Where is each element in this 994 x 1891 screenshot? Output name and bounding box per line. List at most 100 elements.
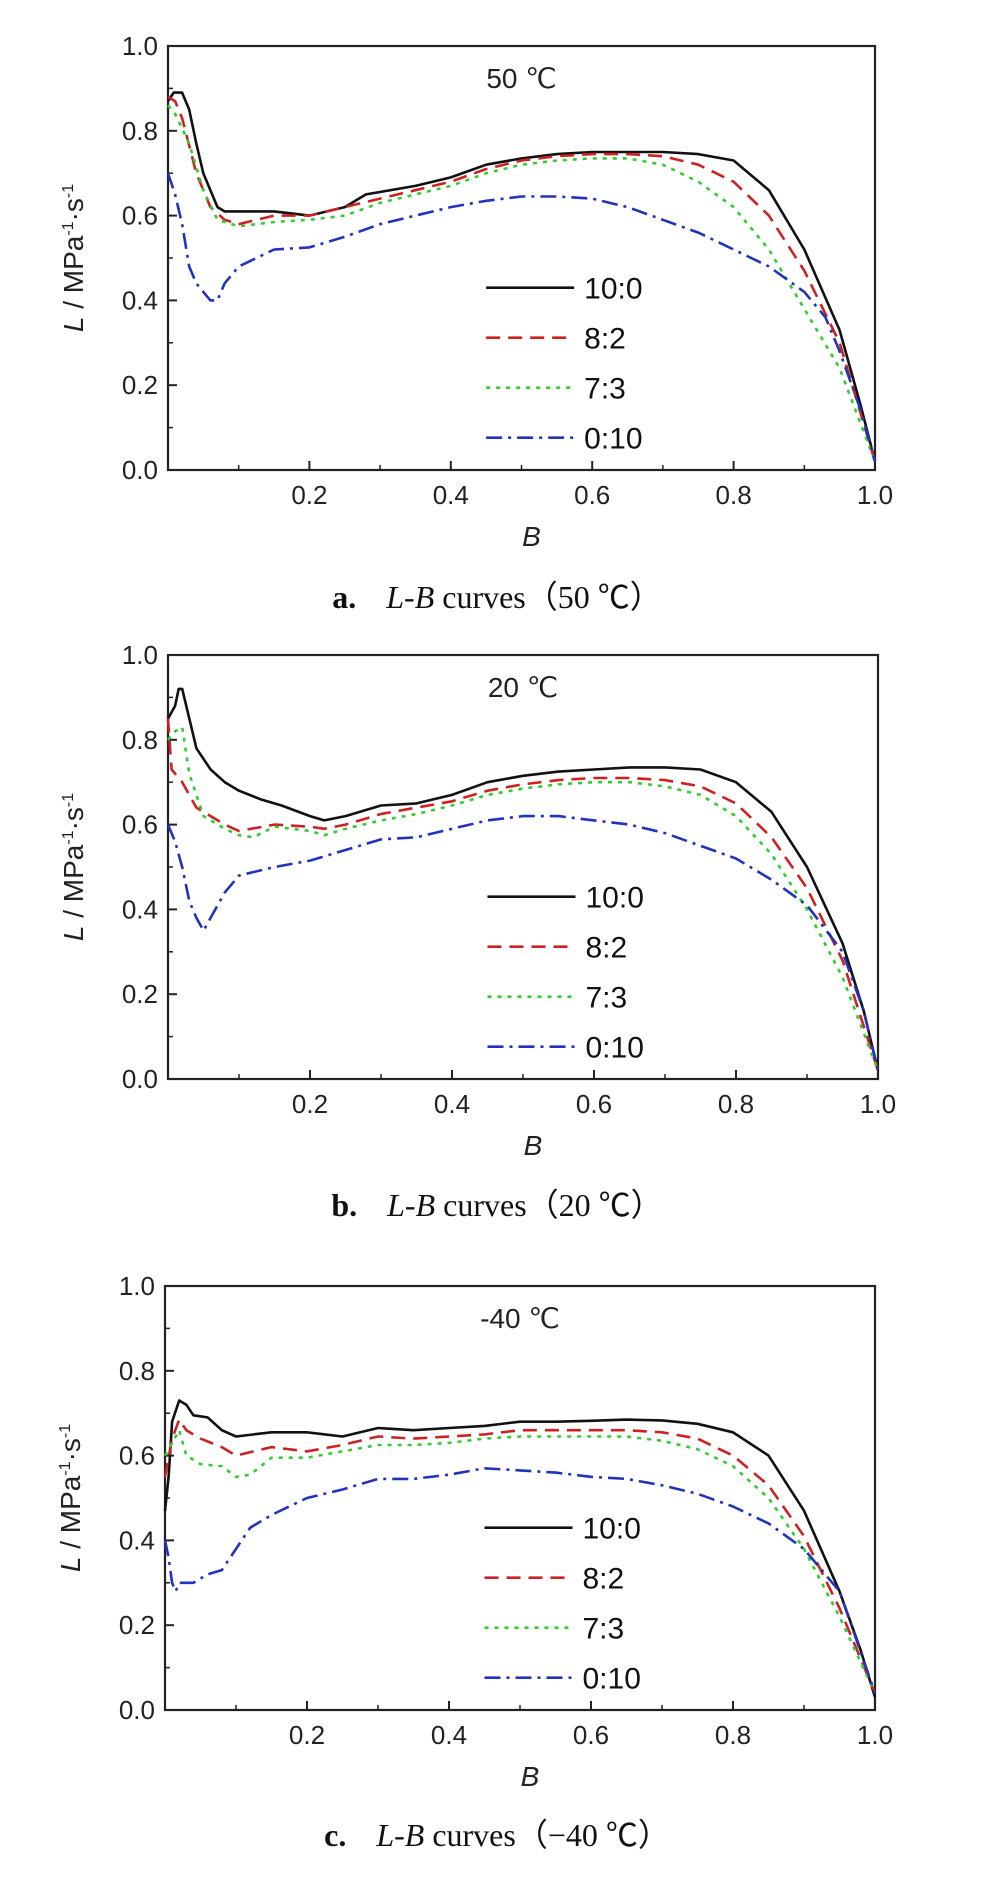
legend-label: 10:0 (586, 882, 644, 915)
x-tick-label: 0.8 (718, 1089, 754, 1119)
y-tick-label: 0.6 (122, 810, 158, 840)
y-tick-label: 1.0 (122, 640, 158, 670)
y-axis-unit: / MPa (58, 844, 89, 925)
y-axis-exponent: -1 (60, 184, 77, 198)
y-axis-exponent: -1 (57, 1424, 74, 1438)
caption-prefix: L-B (376, 1817, 425, 1853)
x-tick-label: 0.6 (573, 1720, 609, 1750)
y-axis-label: L / MPa-1·s-1 (55, 1424, 86, 1572)
x-tick-label: 1.0 (857, 480, 893, 510)
y-axis-unit-s: ·s (58, 198, 89, 221)
y-tick-label: 0.4 (119, 1525, 155, 1555)
legend-label: 0:10 (584, 423, 642, 456)
series-line (167, 95, 877, 462)
y-tick-label: 0.0 (122, 1064, 158, 1094)
caption-letter: a. (332, 579, 357, 615)
series-line (167, 104, 877, 462)
caption-letter: c. (324, 1817, 347, 1853)
caption-prefix: L-B (386, 579, 435, 615)
series-line (166, 814, 880, 1071)
legend-label: 7:3 (586, 982, 628, 1015)
chart-panel: 0.0 0.2 0.4 0.6 0.8 1.0 0.2 0.4 0.6 0.8 1.0 B L / MP… (55, 1271, 893, 1792)
y-tick-label: 1.0 (122, 31, 158, 61)
series-line (166, 172, 877, 462)
plot-frame (166, 653, 880, 1081)
legend-label: 8:2 (584, 323, 626, 356)
temperature-annotation: 20 ℃ (488, 672, 558, 703)
caption-b: b. L-B curves（20 ℃） (0, 1180, 994, 1226)
legend-label: 10:0 (584, 273, 642, 306)
series-line (167, 725, 880, 1071)
y-axis-exponent: -1 (60, 830, 77, 844)
y-tick-label: 0.0 (119, 1695, 155, 1725)
y-tick-label: 0.4 (122, 894, 158, 924)
chart-panel: 0.0 0.2 0.4 0.6 0.8 1.0 0.2 0.4 0.6 0.8 1.0 B L / MP… (58, 31, 893, 552)
plot-frame (166, 44, 877, 472)
y-axis-unit-s: ·s (58, 807, 89, 830)
y-tick-label: 1.0 (119, 1271, 155, 1301)
y-tick-label: 0.8 (122, 725, 158, 755)
x-tick-label: 0.2 (292, 1089, 328, 1119)
series-line (163, 1418, 877, 1694)
y-axis-unit-s: ·s (55, 1438, 86, 1461)
caption-text: curves（−40 ℃） (432, 1817, 670, 1853)
y-tick-label: 0.8 (119, 1356, 155, 1386)
caption-c: c. L-B curves（−40 ℃） (0, 1810, 994, 1856)
legend-label: 10:0 (583, 1513, 641, 1546)
x-tick-label: 0.6 (576, 1089, 612, 1119)
caption-text: curves（20 ℃） (443, 1187, 663, 1223)
x-tick-label: 1.0 (857, 1720, 893, 1750)
series-line (166, 718, 880, 1071)
x-tick-label: 0.4 (434, 1089, 470, 1119)
y-axis-label: L / MPa-1·s-1 (58, 793, 89, 941)
y-axis-exponent: -1 (60, 793, 77, 807)
y-axis-unit: / MPa (55, 1475, 86, 1556)
y-tick-label: 0.4 (122, 285, 158, 315)
temperature-annotation: -40 ℃ (480, 1303, 560, 1334)
series-line (163, 1399, 877, 1698)
plot-frame (163, 1284, 877, 1712)
x-tick-label: 0.2 (291, 480, 327, 510)
legend-label: 8:2 (586, 932, 628, 965)
legend-label: 8:2 (583, 1563, 625, 1596)
series-line (166, 687, 880, 1071)
x-tick-label: 0.2 (289, 1720, 325, 1750)
y-tick-label: 0.2 (122, 370, 158, 400)
caption-prefix: L-B (387, 1187, 436, 1223)
legend-label: 7:3 (583, 1613, 625, 1646)
y-axis-label: L / MPa-1·s-1 (58, 184, 89, 332)
y-tick-label: 0.0 (122, 455, 158, 485)
y-axis-unit: / MPa (58, 235, 89, 316)
y-axis-exponent: -1 (57, 1461, 74, 1475)
x-tick-label: 0.6 (574, 480, 610, 510)
series-line (163, 1428, 877, 1694)
y-axis-symbol: L (55, 1557, 86, 1573)
caption-letter: b. (331, 1187, 358, 1223)
caption-text: curves（50 ℃） (442, 579, 662, 615)
y-tick-label: 0.2 (119, 1610, 155, 1640)
series-line (166, 91, 877, 462)
legend-label: 7:3 (584, 373, 626, 406)
x-tick-label: 0.8 (715, 1720, 751, 1750)
x-axis-label: B (524, 1130, 543, 1161)
legend-label: 0:10 (586, 1032, 644, 1065)
legend-label: 0:10 (583, 1663, 641, 1696)
y-tick-label: 0.2 (122, 979, 158, 1009)
y-axis-symbol: L (58, 926, 89, 942)
y-tick-label: 0.6 (119, 1441, 155, 1471)
x-tick-label: 0.8 (716, 480, 752, 510)
y-tick-label: 0.8 (122, 116, 158, 146)
y-axis-exponent: -1 (60, 221, 77, 235)
x-tick-label: 0.4 (431, 1720, 467, 1750)
x-tick-label: 1.0 (860, 1089, 896, 1119)
temperature-annotation: 50 ℃ (486, 63, 556, 94)
caption-a: a. L-B curves（50 ℃） (0, 572, 994, 618)
series-line (163, 1467, 877, 1694)
y-tick-label: 0.6 (122, 201, 158, 231)
chart-panel: 0.0 0.2 0.4 0.6 0.8 1.0 0.2 0.4 0.6 0.8 1.0 B L / MP… (58, 640, 896, 1161)
y-axis-symbol: L (58, 317, 89, 333)
x-axis-label: B (522, 521, 541, 552)
x-tick-label: 0.4 (433, 480, 469, 510)
x-axis-label: B (521, 1761, 540, 1792)
